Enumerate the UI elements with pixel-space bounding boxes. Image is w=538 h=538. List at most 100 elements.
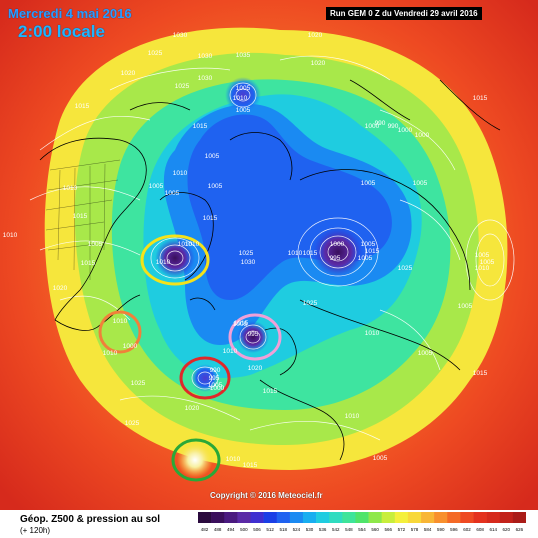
- legend-swatch: [211, 512, 225, 523]
- pressure-label: 1005: [208, 382, 223, 389]
- yellow-circle: [140, 234, 210, 286]
- pressure-label: 1030: [173, 32, 188, 39]
- pressure-label: 1035: [236, 52, 251, 59]
- low-atlantic: [191, 364, 219, 392]
- pressure-label: 1025: [131, 380, 146, 387]
- pressure-label: 1000: [365, 123, 380, 130]
- pressure-label: 1000: [330, 241, 345, 248]
- pressure-label: 1010: [113, 318, 128, 325]
- pink-circle: [228, 313, 282, 361]
- legend-swatch: [289, 512, 304, 523]
- pressure-label: 1010: [345, 413, 360, 420]
- legend-tick-label: 554: [358, 527, 366, 532]
- pressure-label: 990: [210, 367, 221, 374]
- pressure-label: 1015: [203, 215, 218, 222]
- pressure-label: 1010: [173, 170, 188, 177]
- legend-tick-label: 566: [384, 527, 392, 532]
- legend-tick-label: 512: [266, 527, 274, 532]
- pressure-label: 1010: [365, 330, 380, 337]
- legend-tick-label: 584: [424, 527, 432, 532]
- legend-swatch: [355, 512, 369, 523]
- legend-swatch: [263, 512, 278, 523]
- legend-swatch: [329, 512, 343, 523]
- pressure-label: 1005: [236, 107, 251, 114]
- pressure-label: 1020: [185, 405, 200, 412]
- pressure-label: 1015: [193, 123, 208, 130]
- pressure-label: 1030: [198, 75, 213, 82]
- caption-subtitle: (+ 120h): [20, 526, 51, 535]
- pressure-label: 1005: [208, 183, 223, 190]
- legend-swatch: [460, 512, 474, 523]
- pressure-label: 1005: [475, 252, 490, 259]
- pressure-label: 1005: [236, 85, 251, 92]
- pressure-label: 1005: [165, 190, 180, 197]
- legend-tick-label: 620: [503, 527, 511, 532]
- pressure-label: 1010: [223, 348, 238, 355]
- pressure-label: 1030: [241, 259, 256, 266]
- pressure-label: 1010: [63, 185, 78, 192]
- pressure-label: 1005: [458, 303, 473, 310]
- pressure-label: 1010: [233, 95, 248, 102]
- low-siberia: [312, 226, 364, 278]
- legend-tick-label: 518: [280, 527, 288, 532]
- pressure-label: 1010: [475, 265, 490, 272]
- pressure-label: 1025: [125, 420, 140, 427]
- pressure-label: 990: [375, 120, 386, 127]
- legend-swatch: [237, 512, 251, 523]
- legend-tick-label: 530: [306, 527, 314, 532]
- pressure-label: 1010: [178, 241, 193, 248]
- legend-swatch: [224, 512, 238, 523]
- pressure-label: 1020: [248, 365, 263, 372]
- pressure-label: 1030: [198, 53, 213, 60]
- copyright-text: Copyright © 2016 Meteociel.fr: [210, 491, 323, 500]
- legend-tick-label: 488: [214, 527, 222, 532]
- pressure-label: 1000: [210, 385, 225, 392]
- legend-swatch: [447, 512, 461, 523]
- pressure-label: 1000: [398, 127, 413, 134]
- low-iceland: [237, 321, 269, 353]
- pressure-label: 1005: [413, 180, 428, 187]
- legend-swatch: [394, 512, 409, 523]
- legend-swatch: [473, 512, 487, 523]
- legend-swatch: [198, 512, 212, 523]
- legend-swatch: [434, 512, 448, 523]
- pressure-label: 1010: [226, 456, 241, 463]
- pressure-label: 1025: [303, 300, 318, 307]
- pressure-label: 1005: [480, 259, 495, 266]
- pressure-label: 1000: [123, 343, 138, 350]
- pressure-label: 1005: [149, 183, 164, 190]
- caption-title: Géop. Z500 & pression au sol: [20, 514, 161, 525]
- pressure-label: 1010: [185, 241, 200, 248]
- legend-swatch: [421, 512, 435, 523]
- legend-tick-label: 626: [516, 527, 524, 532]
- pressure-label: 1000: [415, 132, 430, 139]
- legend-swatch: [316, 512, 330, 523]
- legend-tick-label: 482: [201, 527, 209, 532]
- legend-tick-label: 500: [240, 527, 248, 532]
- pressure-label: 1015: [303, 250, 318, 257]
- pressure-label: 990: [388, 123, 399, 130]
- pressure-label: 995: [248, 331, 259, 338]
- pressure-label: 1010: [288, 250, 303, 257]
- legend-tick-label: 602: [463, 527, 471, 532]
- pressure-labels: 1030 1020 1025 1030 1030 1020 1025 1035 1005 1020…: [3, 32, 495, 469]
- pressure-label: 1025: [175, 83, 190, 90]
- legend-swatch: [407, 512, 422, 523]
- legend-swatch: [302, 512, 317, 523]
- legend-tick-label: 596: [450, 527, 458, 532]
- legend-swatch: [276, 512, 291, 523]
- pressure-label: 1015: [234, 320, 249, 327]
- pressure-label: 1025: [239, 250, 254, 257]
- high-azores: [177, 442, 213, 478]
- legend-swatch: [512, 512, 526, 523]
- pressure-label: 995: [209, 375, 220, 382]
- pressure-label: 1015: [75, 103, 90, 110]
- legend-tick-label: 578: [411, 527, 419, 532]
- legend-tick-label: 536: [319, 527, 327, 532]
- pressure-label: 1015: [81, 260, 96, 267]
- legend-tick-label: 614: [489, 527, 497, 532]
- legend-tick-label: 524: [293, 527, 301, 532]
- pressure-label: 1015: [73, 213, 88, 220]
- red-circle: [179, 356, 231, 400]
